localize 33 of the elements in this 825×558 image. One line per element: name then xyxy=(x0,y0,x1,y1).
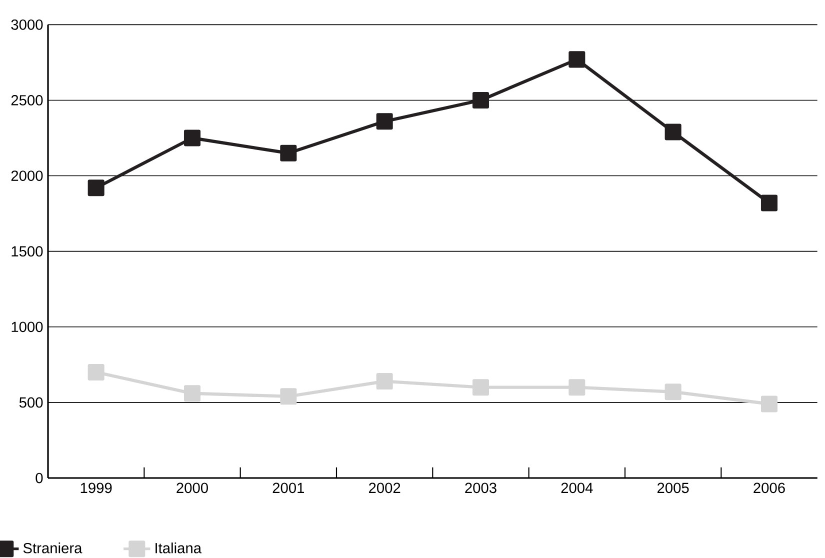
point xyxy=(184,385,201,402)
point xyxy=(568,379,586,396)
point xyxy=(472,379,490,396)
y-tick-label: 1000 xyxy=(12,322,43,332)
y-tick-label: 2000 xyxy=(11,170,43,181)
x-tick-label: 2003 xyxy=(465,482,496,494)
x-tick-label: 2004 xyxy=(561,482,593,494)
legend-label: Italiana xyxy=(156,542,202,554)
x-tick-label: 2002 xyxy=(369,482,400,494)
point xyxy=(376,373,393,390)
point xyxy=(280,144,297,162)
point xyxy=(760,396,778,412)
point xyxy=(376,113,393,130)
y-tick-label: 0 xyxy=(36,472,43,484)
point xyxy=(280,388,297,405)
y-tick-label: 500 xyxy=(19,397,43,408)
point xyxy=(184,130,201,146)
x-tick-label: 2001 xyxy=(272,482,304,494)
point xyxy=(472,92,490,108)
point xyxy=(760,194,778,212)
point xyxy=(568,51,586,68)
y-tick-label: 3000 xyxy=(11,19,43,30)
point xyxy=(664,124,682,140)
point xyxy=(664,384,682,400)
x-tick-label: 2006 xyxy=(754,482,785,494)
point xyxy=(88,180,104,196)
y-tick-label: 1500 xyxy=(12,246,43,257)
point xyxy=(88,364,104,380)
legend-label: Straniera xyxy=(23,542,82,554)
x-tick-label: 2000 xyxy=(176,482,208,494)
x-tick-label: 2005 xyxy=(657,482,689,494)
x-tick-label: 1999 xyxy=(80,482,112,494)
y-tick-label: 2500 xyxy=(11,95,43,106)
